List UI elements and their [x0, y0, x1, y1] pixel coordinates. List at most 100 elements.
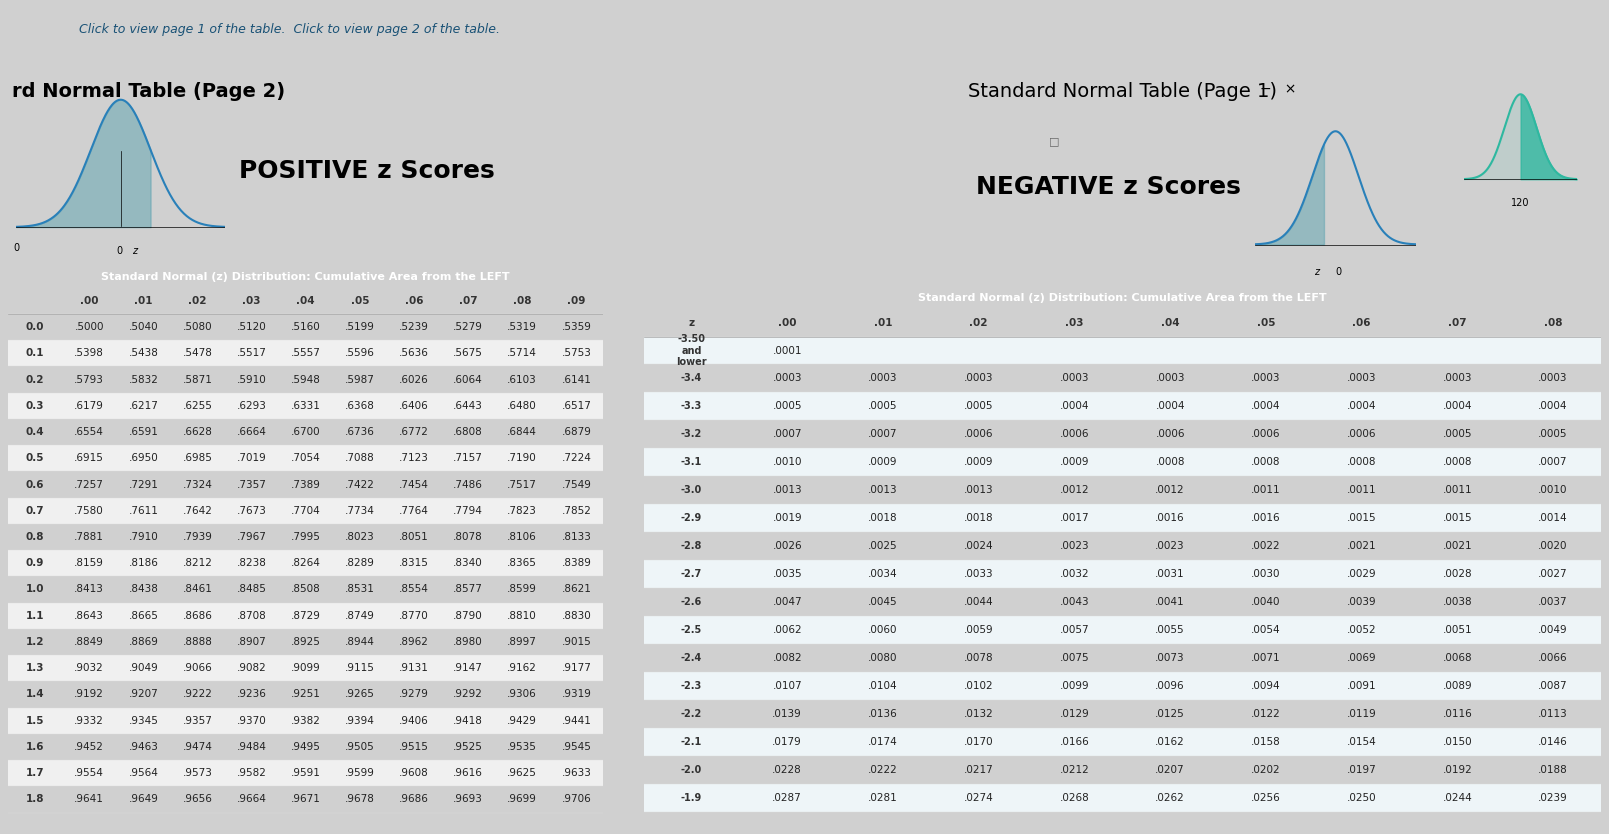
Text: .00: .00 — [80, 296, 98, 306]
Text: .0099: .0099 — [1060, 681, 1089, 691]
Text: .9147: .9147 — [454, 663, 483, 673]
Text: .0011: .0011 — [1252, 485, 1281, 495]
Text: .0006: .0006 — [964, 430, 993, 440]
Text: .8577: .8577 — [454, 585, 483, 595]
Text: .5239: .5239 — [399, 322, 430, 332]
Text: .7734: .7734 — [344, 505, 375, 515]
Text: .0055: .0055 — [1155, 625, 1184, 635]
Text: .0003: .0003 — [772, 374, 801, 384]
Text: .0016: .0016 — [1155, 513, 1184, 523]
Text: .0025: .0025 — [869, 541, 898, 551]
Text: .0256: .0256 — [1252, 792, 1281, 802]
Text: .9699: .9699 — [507, 795, 537, 805]
Text: .9131: .9131 — [399, 663, 430, 673]
Text: .6591: .6591 — [129, 427, 158, 437]
Text: .0029: .0029 — [1347, 569, 1376, 579]
Text: .0011: .0011 — [1347, 485, 1376, 495]
Text: .0006: .0006 — [1060, 430, 1089, 440]
Text: .8078: .8078 — [454, 532, 483, 542]
Text: .8643: .8643 — [74, 610, 105, 620]
Text: .0089: .0089 — [1443, 681, 1472, 691]
Text: 0.0: 0.0 — [26, 322, 45, 332]
Text: .0014: .0014 — [1538, 513, 1567, 523]
Text: .7642: .7642 — [182, 505, 212, 515]
Text: .5871: .5871 — [182, 374, 212, 384]
Text: .5359: .5359 — [562, 322, 591, 332]
Text: -3.1: -3.1 — [681, 457, 702, 467]
Text: .0004: .0004 — [1347, 401, 1376, 411]
Text: .0007: .0007 — [1538, 457, 1567, 467]
Text: .0038: .0038 — [1443, 597, 1472, 607]
Text: -3.50
and
lower: -3.50 and lower — [676, 334, 706, 367]
Text: .0228: .0228 — [772, 765, 801, 775]
Text: −   ×: − × — [1260, 82, 1297, 96]
Text: .5910: .5910 — [237, 374, 267, 384]
Text: .0287: .0287 — [772, 792, 801, 802]
Text: .7881: .7881 — [74, 532, 105, 542]
Bar — [644, 672, 1601, 700]
Text: .9082: .9082 — [237, 663, 267, 673]
Text: .9582: .9582 — [237, 768, 267, 778]
Text: .7967: .7967 — [237, 532, 267, 542]
Text: .9671: .9671 — [291, 795, 320, 805]
Text: .0003: .0003 — [1060, 374, 1089, 384]
Text: .5675: .5675 — [454, 349, 483, 359]
Text: .9554: .9554 — [74, 768, 105, 778]
Text: .0011: .0011 — [1443, 485, 1472, 495]
Text: .6736: .6736 — [344, 427, 375, 437]
Text: .0094: .0094 — [1252, 681, 1281, 691]
Text: .7190: .7190 — [507, 454, 537, 464]
Text: .0102: .0102 — [964, 681, 993, 691]
Text: .9515: .9515 — [399, 742, 430, 752]
Text: .5714: .5714 — [507, 349, 537, 359]
Text: .8997: .8997 — [507, 637, 537, 647]
Text: .9382: .9382 — [291, 716, 320, 726]
Text: z: z — [1315, 267, 1319, 277]
Text: .0062: .0062 — [772, 625, 801, 635]
Text: .5517: .5517 — [237, 349, 267, 359]
Text: .0005: .0005 — [772, 401, 801, 411]
Text: .07: .07 — [459, 296, 478, 306]
Text: .0012: .0012 — [1155, 485, 1184, 495]
Bar — [644, 337, 1601, 364]
Text: Standard Normal (z) Distribution: Cumulative Area from the LEFT: Standard Normal (z) Distribution: Cumula… — [101, 273, 510, 282]
Text: -2.3: -2.3 — [681, 681, 702, 691]
Text: .0113: .0113 — [1538, 709, 1567, 719]
Text: -3.0: -3.0 — [681, 485, 702, 495]
Text: 1.8: 1.8 — [26, 795, 45, 805]
Text: .8888: .8888 — [182, 637, 212, 647]
Text: .9706: .9706 — [562, 795, 591, 805]
Text: .01: .01 — [134, 296, 153, 306]
Text: .9664: .9664 — [237, 795, 267, 805]
Text: .6517: .6517 — [562, 401, 591, 411]
Text: .8238: .8238 — [237, 558, 267, 568]
Text: .9495: .9495 — [291, 742, 320, 752]
Text: .7486: .7486 — [454, 480, 483, 490]
Text: POSITIVE z Scores: POSITIVE z Scores — [240, 159, 494, 183]
Text: .9265: .9265 — [344, 690, 375, 700]
Text: .0068: .0068 — [1443, 653, 1472, 663]
Text: .9015: .9015 — [562, 637, 591, 647]
Text: .7580: .7580 — [74, 505, 105, 515]
Text: .09: .09 — [566, 296, 586, 306]
Text: .5398: .5398 — [74, 349, 105, 359]
Text: .0013: .0013 — [964, 485, 993, 495]
Text: -2.4: -2.4 — [681, 653, 702, 663]
Text: 0: 0 — [13, 243, 19, 253]
Text: .9535: .9535 — [507, 742, 537, 752]
Text: .8810: .8810 — [507, 610, 537, 620]
Text: .6064: .6064 — [454, 374, 483, 384]
Text: .0015: .0015 — [1347, 513, 1376, 523]
Text: .8869: .8869 — [129, 637, 158, 647]
Text: .0039: .0039 — [1347, 597, 1376, 607]
Text: -1.9: -1.9 — [681, 792, 702, 802]
Text: .9686: .9686 — [399, 795, 430, 805]
Text: .8186: .8186 — [129, 558, 158, 568]
Text: .0146: .0146 — [1538, 736, 1567, 746]
Text: .5199: .5199 — [344, 322, 375, 332]
Text: .5040: .5040 — [129, 322, 158, 332]
Text: .0207: .0207 — [1155, 765, 1184, 775]
Text: 0: 0 — [116, 246, 122, 256]
Bar — [8, 498, 603, 524]
Text: rd Normal Table (Page 2): rd Normal Table (Page 2) — [13, 82, 285, 101]
